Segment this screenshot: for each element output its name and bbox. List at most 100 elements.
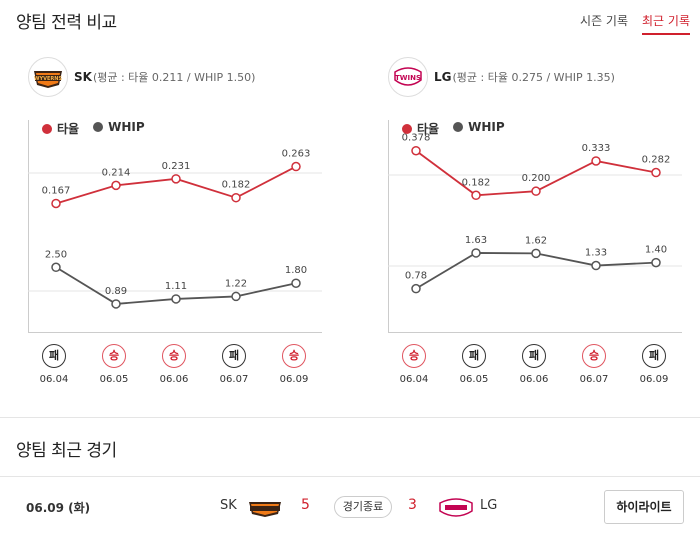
result-item: 패 06.04 — [34, 344, 74, 385]
result-item: 패 06.06 — [514, 344, 554, 385]
record-tabs: 시즌 기록 최근 기록 — [580, 12, 690, 35]
highlight-button[interactable]: 하이라이트 — [604, 490, 684, 524]
avg-point — [171, 174, 181, 184]
avg-data-label: 0.282 — [642, 155, 671, 166]
whip-point — [291, 278, 301, 288]
game-home-score: 5 — [301, 497, 310, 513]
result-item: 승 06.06 — [154, 344, 194, 385]
legend-whip: WHIP — [93, 120, 145, 137]
legend-whip-dot — [93, 122, 104, 132]
chart-lg-legend: 타율 WHIP — [402, 120, 505, 137]
whip-data-label: 1.11 — [165, 281, 187, 292]
lg-logo-text: TWINS — [395, 74, 421, 82]
result-badge: 패 — [42, 344, 66, 368]
team-stat-lg: (평균 : 타율 0.275 / WHIP 1.35) — [452, 71, 615, 84]
result-date: 06.07 — [219, 374, 249, 385]
team-header-lg: TWINS LG (평균 : 타율 0.275 / WHIP 1.35) — [388, 57, 615, 97]
result-item: 패 06.05 — [454, 344, 494, 385]
result-badge: 승 — [162, 344, 186, 368]
whip-data-label: 1.63 — [465, 235, 487, 246]
sk-logo-text: WYVERNS — [34, 76, 62, 82]
lg-small-logo — [439, 498, 473, 517]
avg-data-label: 0.263 — [282, 149, 311, 160]
whip-point — [471, 248, 481, 258]
result-date: 06.07 — [579, 374, 609, 385]
section-title-recent: 양팀 최근 경기 — [16, 441, 117, 461]
whip-point — [651, 257, 661, 268]
whip-point — [51, 262, 61, 273]
avg-data-label: 0.167 — [42, 185, 71, 196]
whip-data-label: 1.80 — [285, 265, 307, 276]
result-badge: 승 — [402, 344, 426, 368]
result-item: 승 06.09 — [274, 344, 314, 385]
results-sk: 패 06.04 승 06.05 승 06.06 패 06.07 승 06.09 — [28, 344, 328, 388]
result-date: 06.05 — [459, 374, 489, 385]
whip-data-label: 2.50 — [45, 249, 67, 260]
tab-season-record[interactable]: 시즌 기록 — [580, 14, 629, 28]
avg-data-label: 0.231 — [162, 161, 191, 172]
results-lg: 승 06.04 패 06.05 패 06.06 승 06.07 패 06.09 — [388, 344, 688, 388]
recent-game-row: 06.09 (화) SK 5 경기종료 3 LG — [0, 493, 700, 523]
sk-logo: WYVERNS — [28, 57, 68, 97]
chart-lg: 0.78 1.63 1.62 1.33 1.40 0.378 0.182 0.200 0.333… — [388, 120, 688, 335]
team-name-sk: SK — [74, 70, 92, 84]
whip-data-label: 1.40 — [645, 245, 667, 256]
avg-point — [51, 198, 61, 209]
avg-point — [111, 180, 121, 191]
chart-sk-legend: 타율 WHIP — [42, 120, 145, 137]
section-title-comparison: 양팀 전력 비교 — [16, 13, 117, 33]
legend-whip-label: WHIP — [468, 120, 505, 134]
whip-data-label: 1.62 — [525, 235, 547, 246]
result-date: 06.04 — [39, 374, 69, 385]
whip-data-label: 0.89 — [105, 286, 127, 297]
chart-lg-svg: 0.78 1.63 1.62 1.33 1.40 0.378 0.182 0.200 0.333… — [388, 120, 682, 333]
result-item: 승 06.05 — [94, 344, 134, 385]
whip-data-label: 0.78 — [405, 271, 427, 282]
whip-point — [171, 294, 181, 304]
avg-data-label: 0.378 — [402, 133, 431, 144]
result-item: 승 06.04 — [394, 344, 434, 385]
game-home-team: SK — [220, 498, 237, 513]
game-away-team: LG — [480, 498, 498, 513]
team-stat-sk: (평균 : 타율 0.211 / WHIP 1.50) — [92, 71, 256, 84]
avg-data-label: 0.333 — [582, 143, 611, 154]
avg-point — [591, 156, 601, 166]
legend-whip-dot — [453, 122, 464, 132]
result-badge: 패 — [222, 344, 246, 368]
avg-data-label: 0.214 — [102, 167, 131, 178]
avg-point — [291, 161, 301, 172]
avg-point — [651, 167, 661, 178]
result-badge: 패 — [522, 344, 546, 368]
result-badge: 패 — [462, 344, 486, 368]
result-item: 승 06.07 — [574, 344, 614, 385]
whip-data-label: 1.33 — [585, 248, 607, 259]
avg-point — [471, 190, 481, 201]
recent-divider — [0, 476, 700, 477]
result-badge: 승 — [102, 344, 126, 368]
avg-data-label: 0.200 — [522, 173, 551, 184]
avg-data-label: 0.182 — [462, 177, 491, 188]
result-item: 패 06.09 — [634, 344, 674, 385]
section-divider — [0, 417, 700, 418]
tab-recent-record[interactable]: 최근 기록 — [642, 12, 690, 35]
whip-data-label: 1.22 — [225, 278, 247, 289]
whip-point — [531, 248, 541, 259]
chart-sk: 2.50 0.89 1.11 1.22 1.80 0.167 0.214 0.231 0.182… — [28, 120, 328, 335]
legend-avg: 타율 — [42, 120, 79, 137]
result-date: 06.04 — [399, 374, 429, 385]
team-header-sk: WYVERNS SK (평균 : 타율 0.211 / WHIP 1.50) — [28, 57, 255, 97]
result-item: 패 06.07 — [214, 344, 254, 385]
whip-point — [231, 291, 241, 302]
whip-point — [111, 299, 121, 309]
avg-point — [231, 192, 241, 203]
legend-avg-dot — [402, 124, 412, 134]
game-date: 06.09 (화) — [26, 501, 91, 515]
result-badge: 패 — [642, 344, 666, 368]
sk-small-logo — [249, 502, 281, 517]
game-status: 경기종료 — [334, 496, 392, 518]
whip-point — [411, 283, 421, 294]
whip-series-line — [415, 252, 657, 290]
avg-data-label: 0.182 — [222, 180, 251, 191]
legend-avg-label: 타율 — [57, 122, 80, 136]
legend-avg: 타율 — [402, 120, 439, 137]
